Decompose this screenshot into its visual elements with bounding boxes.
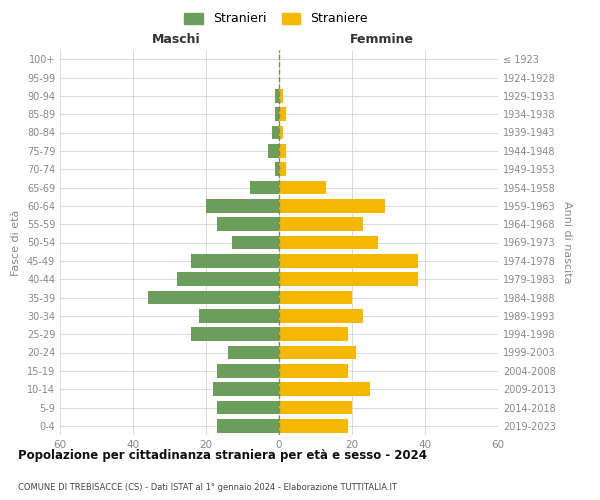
Bar: [279, 309, 363, 322]
Bar: [217, 364, 279, 378]
Bar: [279, 144, 286, 158]
Text: Maschi: Maschi: [152, 34, 200, 46]
Y-axis label: Fasce di età: Fasce di età: [11, 210, 21, 276]
Y-axis label: Anni di nascita: Anni di nascita: [562, 201, 572, 284]
Bar: [214, 382, 279, 396]
Bar: [268, 144, 279, 158]
Bar: [232, 236, 279, 250]
Bar: [275, 89, 279, 102]
Bar: [279, 382, 370, 396]
Bar: [206, 199, 279, 212]
Bar: [279, 254, 418, 268]
Bar: [279, 180, 326, 194]
Text: Femmine: Femmine: [350, 34, 414, 46]
Bar: [279, 108, 286, 121]
Bar: [191, 328, 279, 341]
Bar: [279, 236, 377, 250]
Bar: [279, 328, 349, 341]
Bar: [217, 419, 279, 432]
Legend: Stranieri, Straniere: Stranieri, Straniere: [181, 8, 371, 29]
Bar: [279, 272, 418, 286]
Bar: [279, 346, 356, 360]
Bar: [279, 89, 283, 102]
Bar: [279, 218, 363, 231]
Bar: [279, 364, 349, 378]
Bar: [228, 346, 279, 360]
Bar: [148, 290, 279, 304]
Bar: [275, 108, 279, 121]
Bar: [250, 180, 279, 194]
Bar: [279, 290, 352, 304]
Bar: [279, 199, 385, 212]
Bar: [177, 272, 279, 286]
Bar: [217, 400, 279, 414]
Bar: [279, 162, 286, 176]
Bar: [191, 254, 279, 268]
Bar: [279, 126, 283, 140]
Bar: [272, 126, 279, 140]
Bar: [199, 309, 279, 322]
Text: Popolazione per cittadinanza straniera per età e sesso - 2024: Popolazione per cittadinanza straniera p…: [18, 450, 427, 462]
Bar: [275, 162, 279, 176]
Bar: [279, 419, 349, 432]
Bar: [279, 400, 352, 414]
Bar: [217, 218, 279, 231]
Text: COMUNE DI TREBISACCE (CS) - Dati ISTAT al 1° gennaio 2024 - Elaborazione TUTTITA: COMUNE DI TREBISACCE (CS) - Dati ISTAT a…: [18, 484, 397, 492]
